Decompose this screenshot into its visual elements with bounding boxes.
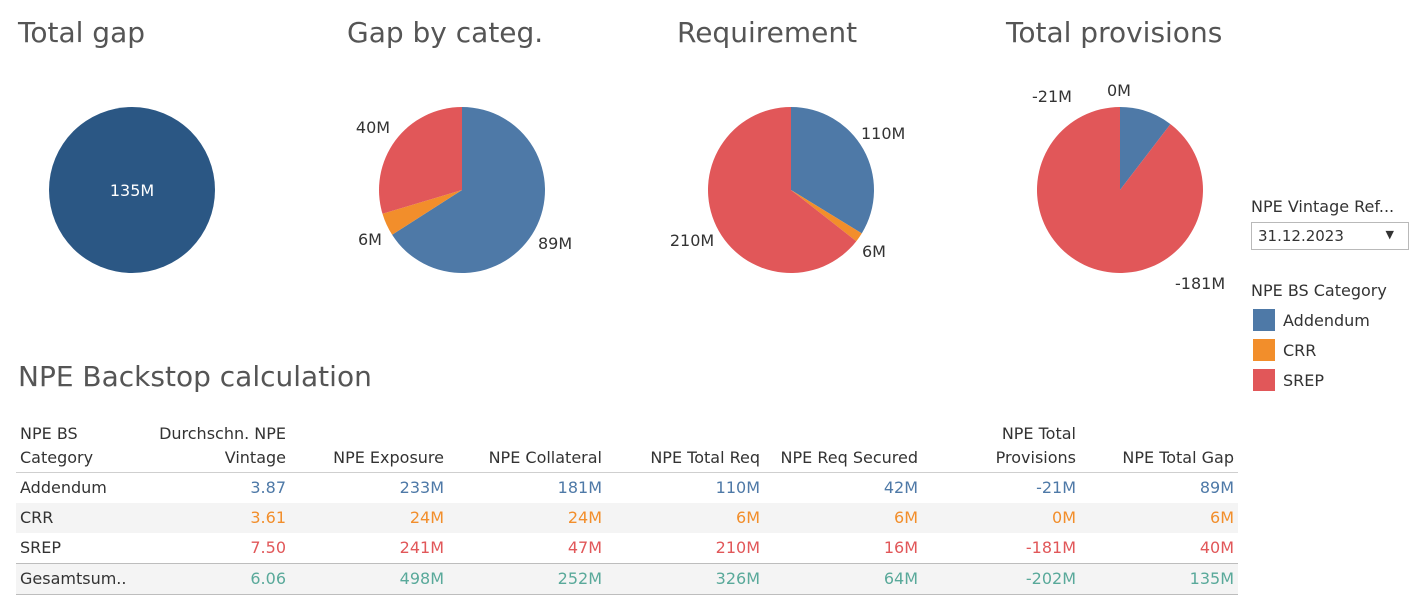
cell-total-req: 210M: [715, 538, 760, 557]
gap-by-category-pie[interactable]: 89M 6M 40M: [342, 70, 582, 310]
row-category[interactable]: SREP: [20, 538, 62, 557]
total-gap-pie[interactable]: 135M: [12, 70, 252, 310]
header-vintage[interactable]: Durchschn. NPE Vintage: [142, 420, 290, 473]
pie-label-crr: 6M: [358, 230, 382, 249]
pie-label-crr: 0M: [1107, 81, 1131, 100]
pie-label-srep: -181M: [1175, 274, 1225, 293]
cell-vintage: 7.50: [250, 538, 286, 557]
cell-total-provisions: -202M: [922, 563, 1080, 595]
legend-item-crr[interactable]: CRR: [1253, 339, 1316, 361]
pie-slice-crr[interactable]: [791, 190, 862, 242]
table-header-row: NPE BS Category Durchschn. NPE Vintage NPE…: [16, 420, 1238, 473]
cell-total-provisions: -181M: [1025, 538, 1076, 557]
cell-req-secured: 64M: [764, 563, 922, 595]
legend-item-addendum[interactable]: Addendum: [1253, 309, 1370, 331]
cell-total-provisions: 0M: [922, 503, 1080, 533]
cell-exposure: 241M: [399, 538, 444, 557]
cell-total-provisions: -21M: [1036, 478, 1076, 497]
pie-label-addendum: -21M: [1032, 87, 1072, 106]
cell-collateral: 252M: [448, 563, 606, 595]
legend-swatch-srep: [1253, 369, 1275, 391]
vintage-filter-value: 31.12.2023: [1258, 227, 1344, 245]
header-collateral[interactable]: NPE Collateral: [448, 420, 606, 473]
row-category[interactable]: Addendum: [20, 478, 107, 497]
pie-slice-total[interactable]: [49, 107, 215, 273]
pie-label-srep: 210M: [670, 231, 714, 250]
legend-item-srep[interactable]: SREP: [1253, 369, 1324, 391]
table-row: SREP 7.50 241M 47M 210M 16M -181M 40M: [16, 533, 1238, 564]
pie-slice-addendum[interactable]: [791, 107, 874, 234]
legend-label-crr: CRR: [1283, 340, 1317, 360]
header-category[interactable]: NPE BS Category: [16, 420, 142, 473]
pie-label-crr: 6M: [862, 242, 886, 261]
pie-label-srep: 40M: [356, 118, 390, 137]
pie-slice-srep[interactable]: [379, 107, 462, 214]
backstop-table-title: NPE Backstop calculation: [18, 360, 372, 393]
table-row: Addendum 3.87 233M 181M 110M 42M -21M 89…: [16, 473, 1238, 504]
pie-slice-srep[interactable]: [708, 107, 857, 273]
pie-slice-addendum[interactable]: [392, 107, 546, 273]
backstop-table: NPE BS Category Durchschn. NPE Vintage NPE…: [16, 420, 1238, 595]
cell-vintage: 6.06: [142, 563, 290, 595]
header-total-req[interactable]: NPE Total Req: [606, 420, 764, 473]
requirement-title: Requirement: [677, 16, 858, 49]
cell-total-req: 110M: [715, 478, 760, 497]
cell-total-gap: 135M: [1080, 563, 1238, 595]
pie-label-total: 135M: [110, 181, 154, 200]
total-provisions-title: Total provisions: [1006, 16, 1223, 49]
legend-label-addendum: Addendum: [1283, 310, 1370, 330]
cell-exposure: 498M: [290, 563, 448, 595]
requirement-pie[interactable]: 110M 6M 210M: [670, 70, 911, 310]
cell-req-secured: 6M: [764, 503, 922, 533]
total-gap-title: Total gap: [18, 16, 145, 49]
cell-vintage: 3.87: [250, 478, 286, 497]
cell-req-secured: 42M: [883, 478, 918, 497]
pie-slice-crr[interactable]: [382, 190, 462, 235]
pie-label-addendum: 110M: [861, 124, 905, 143]
header-total-gap[interactable]: NPE Total Gap: [1080, 420, 1238, 473]
gap-by-category-title: Gap by categ.: [347, 16, 544, 49]
legend-swatch-crr: [1253, 339, 1275, 361]
cell-total-req: 6M: [606, 503, 764, 533]
header-total-provisions[interactable]: NPE Total Provisions: [922, 420, 1080, 473]
header-exposure[interactable]: NPE Exposure: [290, 420, 448, 473]
legend-swatch-addendum: [1253, 309, 1275, 331]
table-total-row: Gesamtsum.. 6.06 498M 252M 326M 64M -202…: [16, 563, 1238, 595]
legend-title: NPE BS Category: [1251, 281, 1387, 300]
legend-label-srep: SREP: [1283, 370, 1325, 390]
cell-collateral: 24M: [448, 503, 606, 533]
vintage-filter-dropdown[interactable]: 31.12.2023 ▼: [1251, 222, 1409, 250]
pie-slice-srep[interactable]: [1036, 106, 1203, 273]
cell-exposure: 24M: [290, 503, 448, 533]
cell-collateral: 181M: [557, 478, 602, 497]
pie-slice-addendum[interactable]: [1120, 107, 1171, 190]
cell-exposure: 233M: [399, 478, 444, 497]
cell-total-gap: 6M: [1080, 503, 1238, 533]
cell-collateral: 47M: [567, 538, 602, 557]
cell-vintage: 3.61: [142, 503, 290, 533]
vintage-filter-label: NPE Vintage Ref...: [1251, 197, 1395, 216]
row-category[interactable]: CRR: [16, 503, 142, 533]
cell-req-secured: 16M: [883, 538, 918, 557]
cell-total-gap: 40M: [1199, 538, 1234, 557]
pie-label-addendum: 89M: [538, 234, 572, 253]
dropdown-arrow-icon[interactable]: ▼: [1385, 228, 1394, 241]
total-provisions-pie[interactable]: -21M 0M -181M: [1000, 70, 1240, 310]
header-req-secured[interactable]: NPE Req Secured: [764, 420, 922, 473]
row-category-total[interactable]: Gesamtsum..: [16, 563, 142, 595]
table-row: CRR 3.61 24M 24M 6M 6M 0M 6M: [16, 503, 1238, 533]
cell-total-req: 326M: [606, 563, 764, 595]
cell-total-gap: 89M: [1199, 478, 1234, 497]
